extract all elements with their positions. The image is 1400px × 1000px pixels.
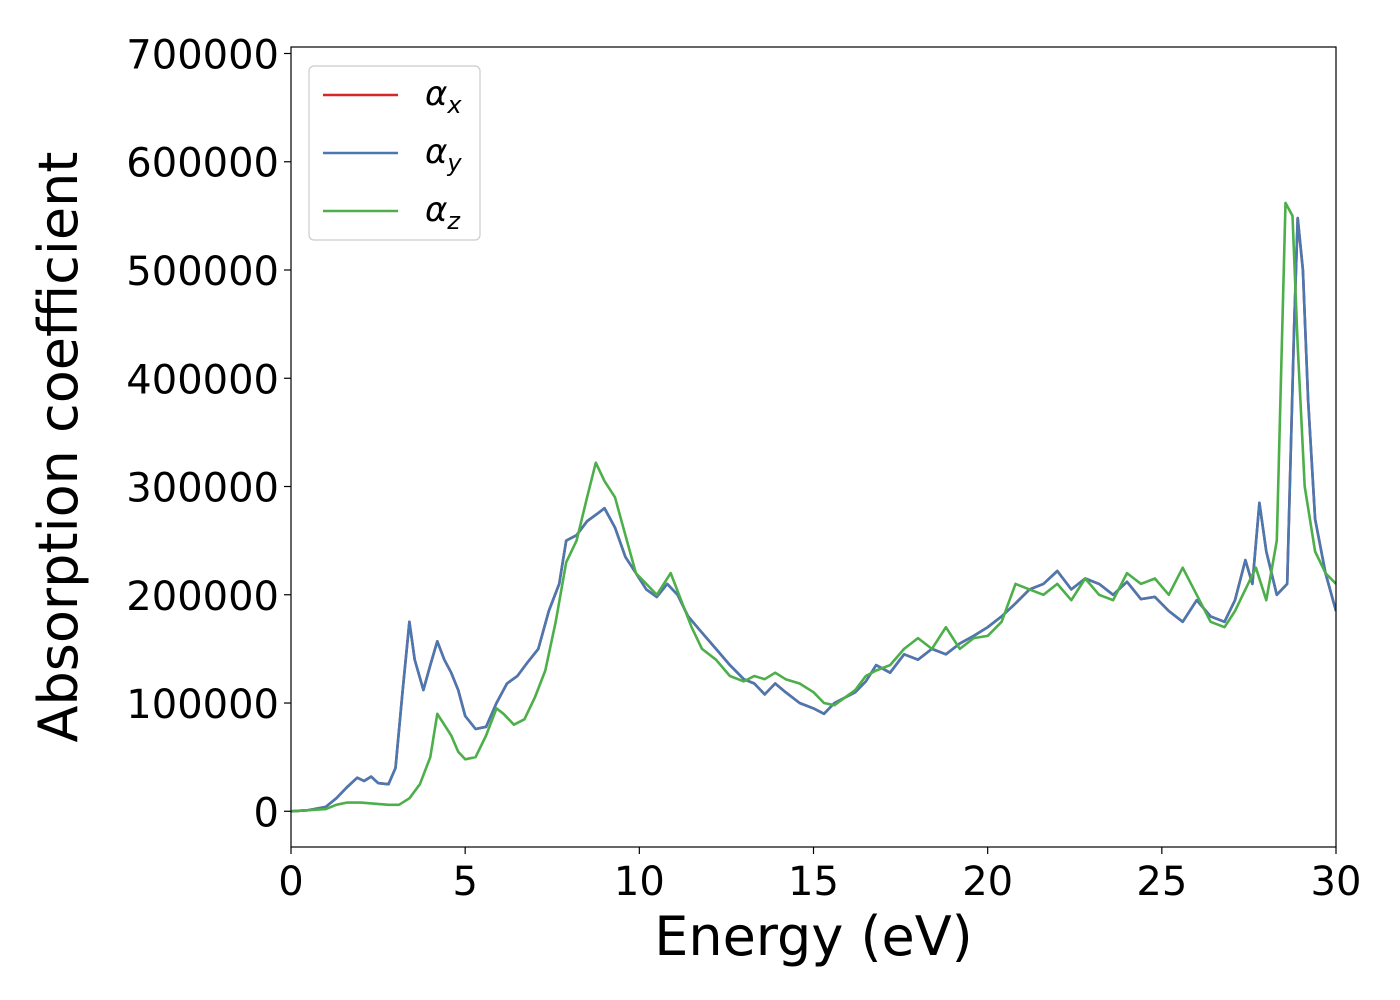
y-tick-label: 400000: [126, 357, 279, 403]
y-tick-label: 300000: [126, 466, 279, 512]
y-tick-label: 100000: [126, 682, 279, 728]
series-line-x: [291, 216, 1336, 813]
y-tick-label: 700000: [126, 32, 279, 78]
x-axis-label: Energy (eV): [654, 905, 973, 968]
legend: αx αy αz: [308, 65, 481, 241]
x-tick-label: 20: [962, 859, 1013, 905]
x-axis-ticks: 0 5 10 15 20 25 30: [278, 847, 1361, 905]
x-tick-label: 5: [452, 859, 477, 905]
x-tick-label: 15: [788, 859, 839, 905]
x-tick-label: 10: [614, 859, 665, 905]
x-tick-label: 0: [278, 859, 303, 905]
y-tick-label: 600000: [126, 141, 279, 187]
y-tick-label: 200000: [126, 574, 279, 620]
y-axis-label: Absorption coefficient: [27, 152, 90, 743]
y-tick-label: 500000: [126, 249, 279, 295]
y-axis-ticks: 0 100000 200000 300000 400000 500000 600000 700…: [126, 32, 291, 836]
series-layer: [291, 201, 1336, 813]
legend-label-x: αx: [425, 74, 462, 119]
legend-label-y: αy: [425, 132, 462, 177]
series-line-y: [291, 216, 1336, 813]
y-tick-label: 0: [254, 790, 279, 836]
x-tick-label: 30: [1311, 859, 1362, 905]
series-line-z: [291, 201, 1336, 813]
legend-label-z: αz: [425, 190, 461, 235]
x-tick-label: 25: [1136, 859, 1187, 905]
